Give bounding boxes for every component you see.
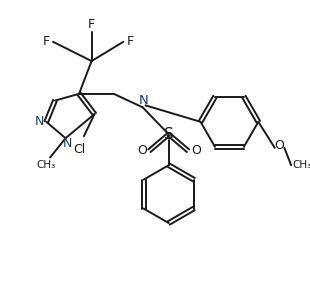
Text: O: O bbox=[275, 139, 285, 152]
Text: F: F bbox=[88, 18, 95, 31]
Text: F: F bbox=[126, 35, 134, 48]
Text: O: O bbox=[137, 144, 147, 157]
Text: O: O bbox=[191, 144, 201, 157]
Text: F: F bbox=[43, 35, 50, 48]
Text: CH₃: CH₃ bbox=[37, 160, 56, 170]
Text: N: N bbox=[63, 138, 72, 150]
Text: CH₃: CH₃ bbox=[292, 160, 310, 170]
Text: Cl: Cl bbox=[73, 143, 85, 156]
Text: N: N bbox=[139, 94, 148, 107]
Text: S: S bbox=[164, 127, 174, 142]
Text: N: N bbox=[35, 115, 44, 128]
